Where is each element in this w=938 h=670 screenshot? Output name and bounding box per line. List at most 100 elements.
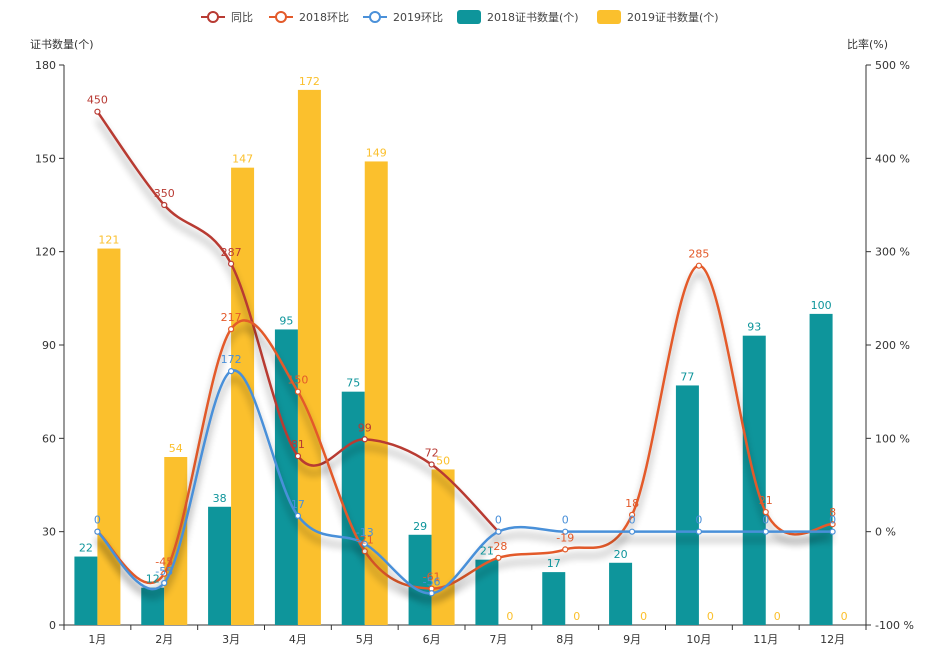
- line-point-2019-2[interactable]: [161, 579, 168, 587]
- legend-item-2018[interactable]: 2018证书数量(个): [457, 10, 579, 24]
- legend-label: 2018环比: [299, 11, 349, 24]
- bar-data-label: 100: [811, 299, 832, 312]
- line-point-series-3[interactable]: [227, 260, 235, 267]
- legend-label: 同比: [231, 11, 253, 24]
- x-tick-label: 9月: [623, 633, 641, 646]
- line-2018[interactable]: [96, 264, 833, 590]
- line-point-2018-7[interactable]: [495, 554, 502, 561]
- line-point-2019-12[interactable]: [829, 528, 836, 535]
- legend-label: 2018证书数量(个): [487, 11, 579, 24]
- line-point-2019-10[interactable]: [695, 528, 703, 535]
- bar-data-label: 147: [232, 153, 253, 166]
- line-point-2019-9[interactable]: [628, 528, 636, 535]
- x-tick-label: 3月: [222, 633, 240, 646]
- bar-2018-8[interactable]: [542, 572, 566, 625]
- x-tick-label: 12月: [820, 633, 845, 646]
- x-tick-label: 6月: [423, 633, 441, 646]
- line-point-2019-5[interactable]: [361, 540, 368, 547]
- bar-2018-2[interactable]: [141, 587, 165, 625]
- y-right-tick-label: 500 %: [875, 59, 910, 72]
- line-data-label: 287: [221, 246, 242, 259]
- line-point-series-2[interactable]: [161, 201, 168, 209]
- bar-2019-3[interactable]: [231, 167, 255, 625]
- line-data-label: 0: [629, 514, 636, 527]
- bars: [74, 89, 833, 626]
- line-point-2019-11[interactable]: [762, 528, 769, 535]
- legend-label: 2019环比: [393, 11, 443, 24]
- line-data-label: 72: [425, 446, 439, 459]
- bar-2019-6[interactable]: [431, 469, 455, 625]
- bar-2019-4[interactable]: [297, 89, 321, 625]
- bar-data-label: 77: [680, 370, 694, 383]
- line-point-2018-3[interactable]: [227, 326, 235, 333]
- line-data-label: -28: [489, 540, 507, 553]
- line-point-2019-1[interactable]: [94, 528, 101, 535]
- line-point-series-1[interactable]: [94, 108, 101, 115]
- line-point-series-5[interactable]: [361, 436, 368, 443]
- bar-data-label: 20: [614, 548, 628, 561]
- x-tick-label: 2月: [155, 633, 173, 646]
- bar-2019-1[interactable]: [97, 248, 121, 626]
- bar-data-label: 0: [707, 610, 714, 623]
- bar-2018-1[interactable]: [74, 556, 98, 625]
- bar-2018-4[interactable]: [274, 329, 298, 625]
- line-point-2018-4[interactable]: [294, 388, 302, 395]
- x-tick-label: 8月: [556, 633, 574, 646]
- line-point-2018-9[interactable]: [628, 511, 636, 518]
- bar-2018-9[interactable]: [609, 562, 633, 625]
- line-data-label: -45: [155, 556, 173, 569]
- x-tick-label: 7月: [489, 633, 507, 646]
- x-tick-label: 5月: [356, 633, 374, 646]
- line-data-label: 150: [287, 374, 308, 387]
- line-point-2018-10[interactable]: [695, 262, 703, 269]
- line-point-2019-7[interactable]: [495, 528, 502, 535]
- line-data-label: 0: [829, 514, 836, 527]
- line-point-2018-5[interactable]: [361, 548, 368, 555]
- line-data-label: 0: [495, 514, 502, 527]
- bar-data-label: 29: [413, 520, 427, 533]
- line-data-label: 0: [562, 514, 569, 527]
- legend-item-series[interactable]: 同比: [201, 11, 253, 24]
- bar-2018-6[interactable]: [408, 534, 432, 625]
- y-left-tick-label: 180: [35, 59, 56, 72]
- bar-data-label: 149: [366, 146, 387, 159]
- y-left-tick-label: 90: [42, 339, 56, 352]
- line-data-label: 0: [94, 514, 101, 527]
- bar-2019-5[interactable]: [364, 161, 388, 625]
- line-point-2019-4[interactable]: [294, 512, 302, 519]
- y-left-tick-label: 120: [35, 246, 56, 259]
- line-data-label: 8: [829, 506, 836, 519]
- line-point-2019-8[interactable]: [562, 528, 569, 535]
- line-point-2018-11[interactable]: [762, 508, 769, 516]
- legend-marker-icon: [369, 11, 381, 23]
- bar-2018-3[interactable]: [208, 506, 232, 625]
- line-point-2018-12[interactable]: [829, 521, 836, 528]
- legend-item-2019[interactable]: 2019环比: [363, 11, 443, 24]
- line-data-label: -56: [423, 575, 441, 588]
- legend-item-2018[interactable]: 2018环比: [269, 11, 349, 24]
- legend-label: 2019证书数量(个): [627, 11, 719, 24]
- bar-2018-12[interactable]: [809, 313, 833, 625]
- line-point-2018-2[interactable]: [161, 570, 168, 577]
- bar-2018-10[interactable]: [675, 385, 699, 625]
- y-right-tick-label: 300 %: [875, 246, 910, 259]
- y-right-axis-title: 比率(%): [847, 37, 888, 51]
- y-left-tick-label: 60: [42, 432, 56, 445]
- line-point-series-6[interactable]: [428, 461, 435, 468]
- bar-data-label: 75: [346, 377, 360, 390]
- line-point-2019-6[interactable]: [428, 590, 435, 597]
- bar-data-label: 95: [279, 314, 293, 327]
- line-data-label: -55: [155, 565, 173, 578]
- y-left-tick-label: 0: [49, 619, 56, 632]
- line-point-series-4[interactable]: [294, 452, 302, 460]
- bar-2018-5[interactable]: [341, 391, 365, 625]
- line-point-2018-8[interactable]: [562, 546, 569, 553]
- bar-data-label: 0: [774, 610, 781, 623]
- bar-2018-7[interactable]: [475, 559, 499, 625]
- y-left-tick-label: 30: [42, 526, 56, 539]
- legend-item-2019[interactable]: 2019证书数量(个): [597, 10, 719, 24]
- line-point-2019-3[interactable]: [227, 368, 235, 375]
- line-data-label: -19: [556, 531, 574, 544]
- line-data-label: -21: [356, 533, 374, 546]
